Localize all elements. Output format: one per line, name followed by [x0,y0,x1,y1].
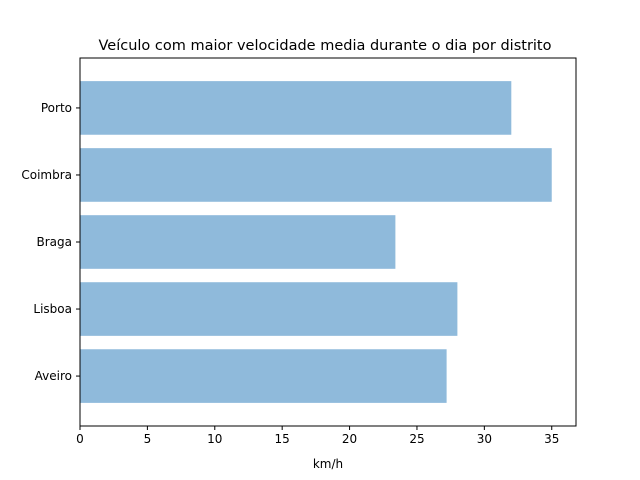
x-tick-label-15: 15 [275,432,290,446]
x-tick-label-25: 25 [409,432,424,446]
y-tick-label-porto: Porto [41,101,72,115]
x-tick-label-0: 0 [76,432,84,446]
bar-aveiro [80,349,447,403]
x-tick-label-10: 10 [207,432,222,446]
y-axis: Aveiro Lisboa Braga Coimbra Porto [21,101,80,383]
chart-title: Veículo com maior velocidade media duran… [99,38,552,54]
y-tick-label-braga: Braga [37,235,73,249]
bar-coimbra [80,148,552,202]
y-tick-label-lisboa: Lisboa [33,302,72,316]
bar-braga [80,215,396,269]
x-tick-label-30: 30 [477,432,492,446]
x-axis: 0 5 10 15 20 25 30 35 [76,426,559,446]
x-tick-label-5: 5 [144,432,152,446]
x-tick-label-35: 35 [544,432,559,446]
bar-porto [80,81,512,135]
x-tick-label-20: 20 [342,432,357,446]
bar-lisboa [80,282,458,336]
x-axis-label: km/h [313,457,343,471]
y-tick-label-coimbra: Coimbra [21,168,72,182]
y-tick-label-aveiro: Aveiro [35,369,72,383]
bars-group [80,81,552,403]
